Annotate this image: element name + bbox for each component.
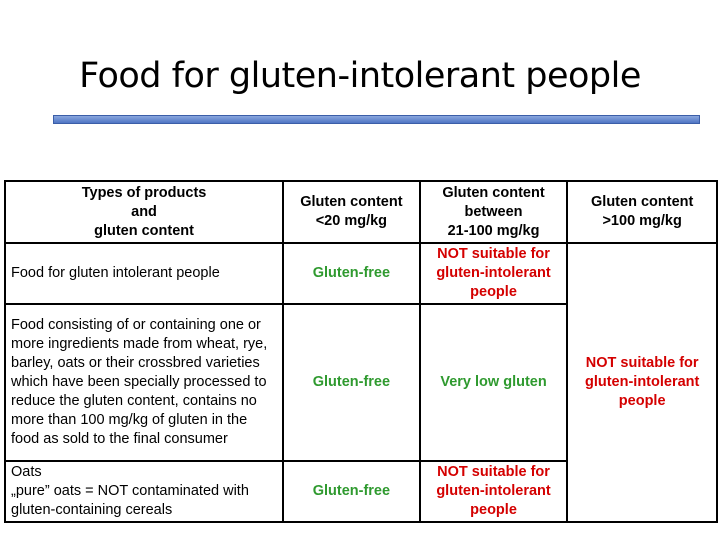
product-type: Oats „pure” oats = NOT contaminated with… [3, 460, 285, 523]
classification: NOT suitable for gluten-intolerant peopl… [418, 460, 569, 523]
table-row: Food consisting of or containing one or … [3, 303, 717, 462]
column-header: Gluten content between 21-100 mg/kg [418, 180, 569, 244]
classification: Gluten-free [282, 242, 421, 305]
classification: NOT suitable for gluten-intolerant peopl… [418, 242, 569, 305]
product-type: Food consisting of or containing one or … [3, 303, 285, 462]
classification: Gluten-free [282, 303, 421, 462]
gluten-table: Types of products and gluten content Glu… [3, 180, 718, 523]
table-row: Oats „pure” oats = NOT contaminated with… [3, 460, 717, 523]
column-header: Types of products and gluten content [3, 180, 285, 244]
title-underline [53, 115, 700, 124]
product-type: Food for gluten intolerant people [3, 242, 285, 305]
merged-classification: NOT suitable for gluten-intolerant peopl… [566, 242, 718, 523]
slide-title: Food for gluten-intolerant people [79, 56, 641, 96]
header-row: Types of products and gluten content Glu… [3, 180, 718, 244]
table-row: Food for gluten intolerant people Gluten… [3, 242, 718, 523]
column-header: Gluten content >100 mg/kg [566, 180, 718, 244]
classification: Very low gluten [418, 303, 569, 462]
column-header: Gluten content <20 mg/kg [282, 180, 421, 244]
classification: Gluten-free [282, 460, 421, 523]
